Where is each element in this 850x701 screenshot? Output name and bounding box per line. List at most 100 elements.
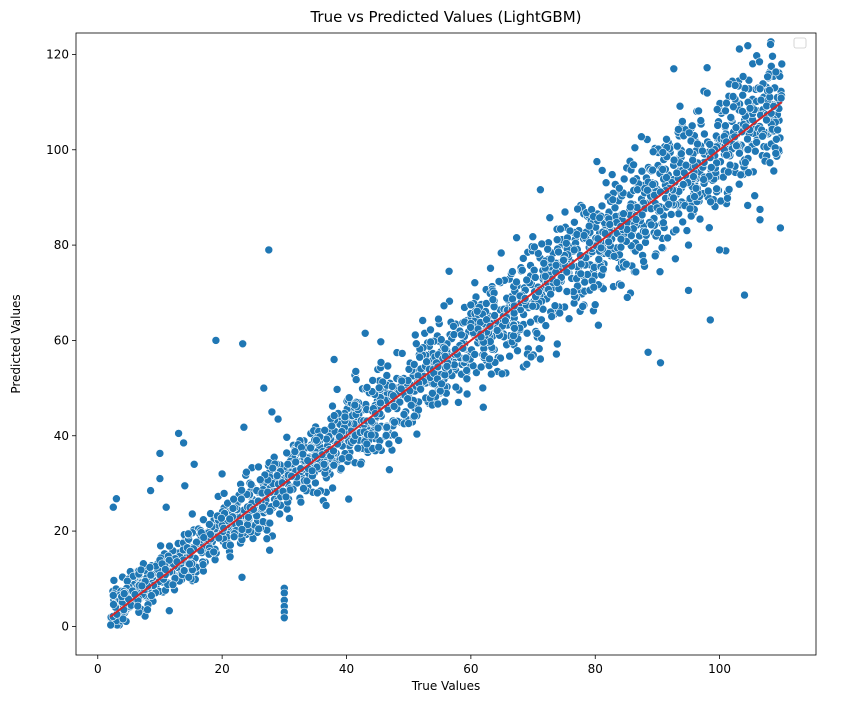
data-point [766,62,776,71]
y-axis-label: Predicted Values [9,294,23,393]
data-point [497,369,507,379]
data-point [146,570,156,580]
data-point [678,117,687,126]
data-point [609,251,619,261]
data-point [616,234,626,244]
data-point [237,485,246,495]
data-point [671,254,680,264]
y-tick-label: 120 [46,47,69,61]
data-point [629,160,638,170]
data-point [712,184,721,194]
data-point [755,57,764,67]
data-point [415,352,425,362]
data-point [601,178,611,187]
data-point [676,149,686,158]
data-point [486,369,496,379]
data-point [540,271,550,281]
data-point [226,540,235,550]
data-point [594,255,604,264]
data-point [329,411,339,420]
data-point [561,239,571,248]
data-point [768,51,777,61]
data-point [199,533,208,542]
data-point [721,121,730,130]
data-point [735,148,744,158]
data-point [109,576,119,585]
data-point [755,215,765,225]
fit-line [109,101,783,618]
data-point [628,176,638,186]
data-point [625,202,635,212]
data-point [777,59,787,69]
data-point [476,362,486,372]
data-point [621,259,631,269]
data-point [394,436,403,445]
data-point [552,235,562,244]
data-point [313,488,322,498]
data-point [381,431,391,440]
legend-box [793,37,807,49]
data-point [510,323,519,333]
data-point [472,368,481,377]
data-point [728,92,738,101]
data-point [688,155,698,165]
data-point [285,485,295,495]
data-point [478,383,488,393]
data-point [145,563,155,572]
data-point [418,316,428,325]
data-point [726,113,736,122]
data-point [414,405,423,415]
data-point [411,339,421,349]
data-point [672,141,682,151]
data-point [766,40,775,49]
data-point [229,532,239,542]
data-point [669,64,679,74]
data-point [155,449,165,458]
data-point [155,474,165,483]
data-point [776,93,786,103]
data-point [533,249,543,258]
data-point [262,534,272,544]
data-point [180,481,190,491]
data-point [614,183,624,193]
data-point [332,385,342,394]
data-point [729,102,738,112]
data-point [765,158,775,167]
data-point [745,104,755,113]
data-point [403,394,413,404]
data-point [267,407,277,417]
data-point [404,364,414,374]
plot-frame [75,32,817,656]
data-point [404,419,413,428]
data-point [350,400,360,410]
data-point [530,273,540,282]
data-point [409,360,419,369]
data-point [137,581,147,591]
data-point [184,572,194,582]
data-point [738,107,747,116]
data-point [576,259,586,269]
data-point [530,242,539,252]
data-point [360,328,370,338]
data-point [556,224,565,234]
x-axis-label: True Values [411,679,481,693]
data-point [700,129,709,139]
data-point [485,354,494,364]
data-point [258,502,267,512]
data-point [664,200,674,209]
data-point [758,131,767,141]
data-point [492,326,502,335]
data-point [282,432,292,442]
data-point [633,185,642,194]
data-point [546,289,555,299]
data-point [109,600,118,609]
data-point [640,227,650,237]
data-point [437,379,446,389]
data-point [559,255,568,265]
data-point [619,209,628,218]
data-point [605,220,615,229]
data-point [209,547,218,557]
data-point [765,85,774,95]
data-point [376,337,386,347]
data-point [512,277,521,287]
